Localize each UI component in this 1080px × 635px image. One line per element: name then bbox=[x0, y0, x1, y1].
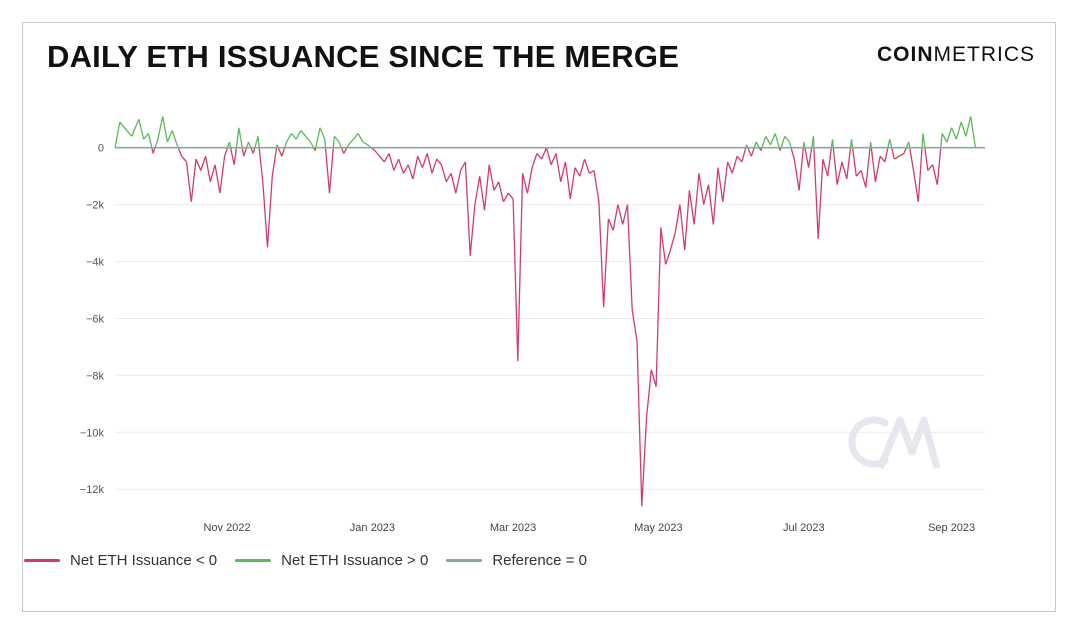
y-axis: 0 −2k −4k −6k −8k −10k −12k bbox=[80, 143, 105, 497]
y-tick-label: −10k bbox=[80, 427, 105, 439]
watermark-m-shape bbox=[876, 416, 941, 470]
legend-label-negative: Net ETH Issuance < 0 bbox=[70, 552, 218, 569]
chart-title: DAILY ETH ISSUANCE SINCE THE MERGE bbox=[47, 39, 680, 74]
legend-swatch-negative bbox=[24, 559, 60, 562]
legend: Net ETH Issuance < 0 Net ETH Issuance > … bbox=[24, 552, 587, 569]
x-tick-label: Jan 2023 bbox=[350, 522, 395, 534]
grid-lines bbox=[115, 204, 985, 490]
y-tick-label: −6k bbox=[86, 313, 105, 325]
watermark-logo bbox=[848, 416, 941, 470]
legend-swatch-reference bbox=[446, 559, 483, 562]
legend-label-positive: Net ETH Issuance > 0 bbox=[281, 552, 429, 569]
legend-label-reference: Reference = 0 bbox=[492, 552, 587, 569]
y-tick-label: 0 bbox=[98, 143, 104, 155]
y-tick-label: −2k bbox=[86, 200, 105, 212]
y-tick-label: −4k bbox=[86, 257, 105, 269]
legend-item-positive[interactable]: Net ETH Issuance > 0 bbox=[235, 552, 428, 569]
x-tick-label: May 2023 bbox=[634, 522, 682, 534]
x-tick-label: Mar 2023 bbox=[490, 522, 536, 534]
brand-logo: COINMETRICS bbox=[877, 43, 1035, 67]
series-line-positive bbox=[114, 116, 977, 149]
series-line-negative bbox=[151, 147, 942, 507]
x-tick-label: Sep 2023 bbox=[928, 522, 975, 534]
chart-card: DAILY ETH ISSUANCE SINCE THE MERGE COINM… bbox=[22, 22, 1056, 612]
x-axis: Nov 2022 Jan 2023 Mar 2023 May 2023 Jul 2023… bbox=[203, 522, 975, 534]
series-lines bbox=[114, 116, 985, 507]
legend-swatch-positive bbox=[235, 559, 272, 562]
legend-item-negative[interactable]: Net ETH Issuance < 0 bbox=[24, 552, 217, 569]
x-tick-label: Jul 2023 bbox=[783, 522, 825, 534]
legend-item-reference[interactable]: Reference = 0 bbox=[446, 552, 587, 569]
brand-logo-light: METRICS bbox=[933, 43, 1035, 66]
y-tick-label: −12k bbox=[80, 484, 105, 496]
brand-logo-bold: COIN bbox=[877, 43, 934, 66]
watermark-c-shape bbox=[848, 416, 889, 468]
x-tick-label: Nov 2022 bbox=[203, 522, 250, 534]
y-tick-label: −8k bbox=[86, 370, 105, 382]
